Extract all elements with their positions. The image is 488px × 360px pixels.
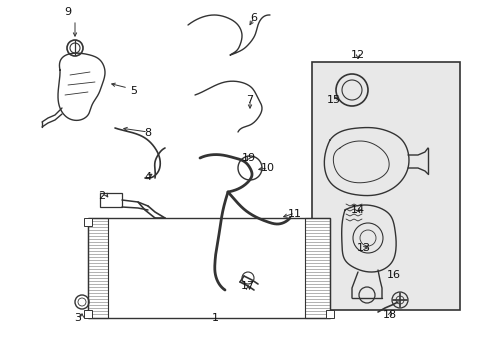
Text: 8: 8 (144, 128, 151, 138)
Text: 2: 2 (98, 191, 105, 201)
Text: 9: 9 (64, 7, 71, 17)
Bar (325, 310, 333, 318)
Text: 11: 11 (287, 209, 302, 219)
Text: 18: 18 (382, 310, 396, 320)
Bar (100, 193, 122, 207)
Text: 17: 17 (241, 281, 255, 291)
Text: 3: 3 (74, 313, 81, 323)
Text: 14: 14 (350, 205, 365, 215)
Bar (305, 218, 329, 318)
Text: 6: 6 (250, 13, 257, 23)
Bar (84, 218, 92, 226)
Text: 15: 15 (326, 95, 340, 105)
Bar (311, 62, 459, 310)
Bar (88, 218, 329, 318)
Text: 19: 19 (242, 153, 256, 163)
Text: 16: 16 (386, 270, 400, 280)
Text: 12: 12 (350, 50, 365, 60)
Text: 7: 7 (246, 95, 253, 105)
Bar (84, 310, 92, 318)
Text: 5: 5 (130, 86, 137, 96)
Text: 1: 1 (211, 313, 218, 323)
Text: 10: 10 (261, 163, 274, 173)
Text: 4: 4 (144, 172, 151, 182)
Bar (88, 218, 108, 318)
Text: 13: 13 (356, 243, 370, 253)
